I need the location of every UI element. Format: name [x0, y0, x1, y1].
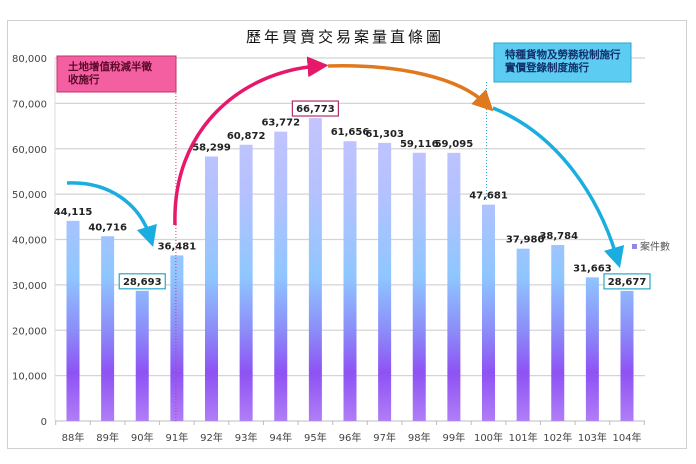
y-tick-label: 0 — [41, 417, 47, 428]
data-label: 47,681 — [469, 191, 508, 202]
y-tick-label: 60,000 — [12, 145, 47, 156]
data-label: 61,656 — [331, 127, 370, 138]
x-tick-label: 91年 — [166, 431, 189, 444]
annotation-box — [493, 42, 632, 83]
x-tick-label: 89年 — [96, 431, 119, 444]
trend-arrow — [66, 181, 157, 248]
x-tick-label: 93年 — [235, 431, 258, 444]
data-label: 59,095 — [435, 139, 474, 150]
bar — [551, 245, 565, 421]
bar — [170, 255, 184, 421]
y-tick-label: 50,000 — [12, 190, 47, 201]
data-label: 61,303 — [365, 129, 404, 140]
data-label: 40,716 — [88, 222, 127, 233]
y-axis-ticks: 0 10,000 20,000 30,000 40,000 50,000 60,000 70,… — [12, 54, 47, 428]
data-label: 37,980 — [506, 235, 545, 246]
trend-arrow — [327, 64, 494, 112]
bar — [135, 290, 149, 421]
x-tick-label: 99年 — [443, 431, 466, 444]
trend-arrow — [173, 56, 329, 226]
annotation-text: 收施行 — [68, 73, 100, 86]
data-label: 28,693 — [123, 277, 162, 288]
x-tick-label: 95年 — [304, 431, 327, 444]
data-label: 31,663 — [573, 263, 612, 274]
y-tick-label: 80,000 — [12, 54, 47, 65]
data-label: 36,481 — [158, 241, 197, 252]
legend-label: 案件數 — [640, 240, 670, 253]
bar — [447, 152, 461, 421]
data-label: 59,116 — [400, 139, 439, 150]
annotation-text: 特種貨物及勞務稅制施行 — [505, 48, 621, 61]
trend-arrow — [492, 106, 625, 269]
x-tick-label: 90年 — [131, 431, 154, 444]
y-tick-label: 40,000 — [12, 236, 47, 247]
bar — [620, 290, 634, 421]
highlight-box — [603, 273, 651, 290]
x-tick-label: 98年 — [408, 431, 431, 444]
annotation-text: 土地增值稅減半徵 — [68, 60, 152, 73]
y-tick-label: 70,000 — [12, 99, 47, 110]
data-label: 60,872 — [227, 131, 266, 142]
x-tick-label: 102年 — [543, 431, 572, 444]
data-label: 63,772 — [261, 118, 300, 129]
annotation-box — [56, 55, 177, 93]
chart-title: 歷年買賣交易案量直條圖 — [246, 28, 444, 46]
bar — [412, 152, 426, 421]
x-tick-label: 97年 — [373, 431, 396, 444]
y-tick-label: 20,000 — [12, 326, 47, 337]
bar — [66, 220, 80, 421]
data-label: 28,677 — [608, 277, 647, 288]
x-tick-label: 88年 — [62, 431, 85, 444]
bar — [482, 204, 495, 421]
x-tick-label: 92年 — [200, 431, 223, 444]
data-label: 58,299 — [192, 142, 231, 153]
bar — [274, 131, 288, 421]
bar — [239, 144, 253, 421]
bar — [516, 248, 530, 421]
data-label: 38,784 — [539, 231, 578, 242]
legend-swatch — [632, 244, 637, 249]
x-tick-label: 100年 — [474, 431, 503, 444]
bar — [585, 277, 599, 421]
bar — [343, 141, 357, 421]
x-tick-label: 103年 — [578, 431, 607, 444]
legend: 案件數 — [632, 240, 670, 253]
x-tick-label: 96年 — [339, 431, 362, 444]
bar — [308, 118, 322, 421]
highlight-box — [291, 100, 339, 117]
data-label: 44,115 — [54, 207, 93, 218]
y-tick-label: 30,000 — [12, 281, 47, 292]
data-label: 66,773 — [296, 104, 335, 115]
bar — [205, 156, 218, 421]
highlight-box — [118, 273, 166, 290]
x-tick-label: 104年 — [612, 431, 641, 444]
x-axis-ticks: 88年 89年 90年 91年 92年 93年 94年 95年 96年 97年 98年 99年 100年… — [55, 421, 645, 444]
y-tick-label: 10,000 — [12, 372, 47, 383]
annotation-text: 實價登錄制度施行 — [505, 61, 589, 74]
bar — [378, 142, 392, 421]
bar — [101, 236, 115, 421]
bars — [66, 118, 634, 421]
x-tick-label: 94年 — [269, 431, 292, 444]
trend-arrows — [66, 56, 625, 269]
x-tick-label: 101年 — [509, 431, 538, 444]
